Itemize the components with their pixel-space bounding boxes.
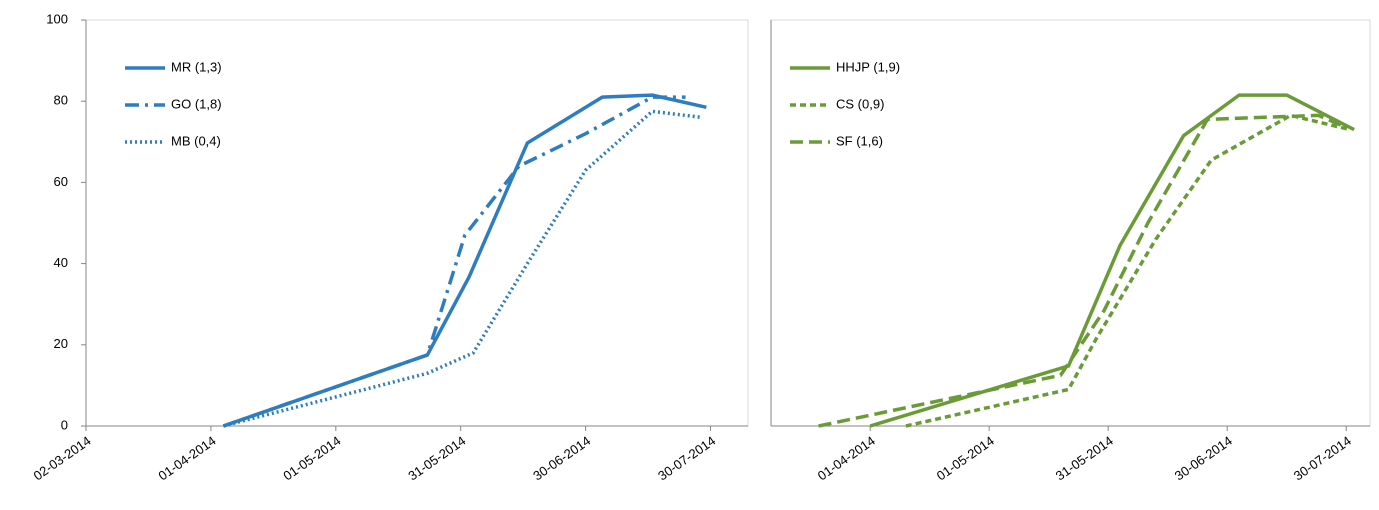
data-line <box>222 109 703 428</box>
x-tick-label: 01-05-2014 <box>934 433 997 483</box>
x-tick-label: 01-04-2014 <box>156 433 219 483</box>
plot-frame <box>85 19 749 427</box>
x-tick-label: 30-07-2014 <box>655 433 718 483</box>
x-tick-label: 02-03-2014 <box>31 433 94 483</box>
y-tick-label: 20 <box>54 336 68 351</box>
x-tick-label: 30-07-2014 <box>1291 433 1354 483</box>
y-tick-label: 100 <box>46 11 68 26</box>
x-tick-label: 01-04-2014 <box>815 433 878 483</box>
y-tick-label: 0 <box>61 417 68 432</box>
y-tick-label: 40 <box>54 255 68 270</box>
y-tick-label: 80 <box>54 93 68 108</box>
data-line <box>905 113 1351 428</box>
x-tick-label: 31-05-2014 <box>1053 433 1116 483</box>
legend-label: MB (0,4) <box>171 133 221 148</box>
legend-label: CS (0,9) <box>836 96 884 111</box>
x-tick-label: 30-06-2014 <box>1172 433 1235 483</box>
data-line <box>869 93 1355 428</box>
legend-label: GO (1,8) <box>171 96 222 111</box>
legend-label: SF (1,6) <box>836 133 883 148</box>
data-line <box>222 95 686 428</box>
x-tick-label: 31-05-2014 <box>405 433 468 483</box>
data-line <box>818 113 1343 428</box>
legend-label: HHJP (1,9) <box>836 59 900 74</box>
y-tick-label: 60 <box>54 174 68 189</box>
data-line <box>222 93 707 428</box>
legend-label: MR (1,3) <box>171 59 222 74</box>
x-tick-label: 30-06-2014 <box>530 433 593 483</box>
x-tick-label: 01-05-2014 <box>280 433 343 483</box>
